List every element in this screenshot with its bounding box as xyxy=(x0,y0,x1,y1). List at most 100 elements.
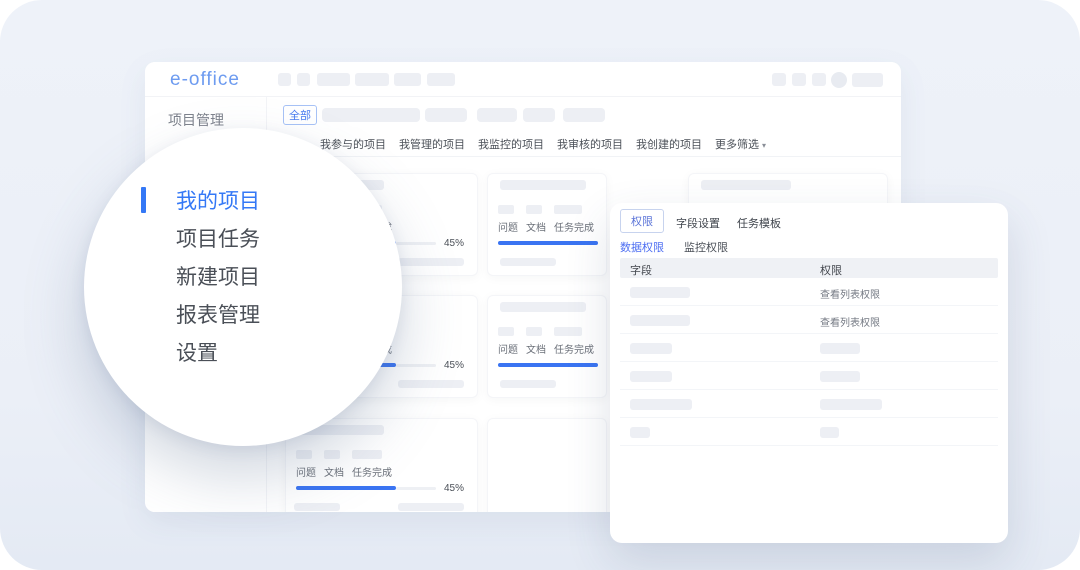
card-stats: 问题 文档 任务完成 xyxy=(498,327,594,356)
tab-my-monitored[interactable]: 我监控的项目 xyxy=(478,139,544,151)
progress-fill xyxy=(498,241,598,245)
stat-issues: 问题 xyxy=(296,450,316,479)
permission-placeholder xyxy=(820,399,882,410)
stat-count-placeholder xyxy=(498,327,514,336)
filter-placeholder xyxy=(477,108,517,122)
stat-label: 文档 xyxy=(526,223,546,234)
card-stats: 问题 文档 任务完成 xyxy=(296,450,392,479)
permissions-panel: 权限 字段设置 任务模板 数据权限 监控权限 字段 权限 查看列表权限 查看列表… xyxy=(610,203,1008,543)
header-nav-placeholder xyxy=(297,73,310,86)
progress-bar xyxy=(498,360,598,370)
card-stats: 问题 文档 任务完成 xyxy=(498,205,594,234)
stat-label: 文档 xyxy=(324,468,344,479)
card-footer-placeholder xyxy=(294,503,340,511)
sidebar-item-project-tasks[interactable]: 项目任务 xyxy=(141,219,260,257)
permission-value: 查看列表权限 xyxy=(820,318,880,329)
card-footer-placeholder xyxy=(398,258,464,266)
project-card-empty[interactable] xyxy=(487,418,607,512)
permission-placeholder xyxy=(820,371,860,382)
stat-count-placeholder xyxy=(526,327,542,336)
filter-placeholder xyxy=(425,108,467,122)
progress-track xyxy=(396,486,436,490)
subtab-monitor-permissions[interactable]: 监控权限 xyxy=(684,242,728,254)
tab-my-reviewed[interactable]: 我审核的项目 xyxy=(557,139,623,151)
tab-my-created[interactable]: 我创建的项目 xyxy=(636,139,702,151)
field-placeholder xyxy=(630,427,650,438)
stat-count-placeholder xyxy=(352,450,382,459)
sidebar-menu: 我的项目 项目任务 新建项目 报表管理 设置 xyxy=(141,181,260,371)
stat-count-placeholder xyxy=(526,205,542,214)
table-row xyxy=(620,362,998,390)
field-placeholder xyxy=(630,287,690,298)
chevron-down-icon: ▾ xyxy=(762,141,767,150)
progress-bar xyxy=(498,238,598,248)
filter-placeholder xyxy=(322,108,420,122)
sidebar-item-label: 设置 xyxy=(176,342,218,365)
column-header-field: 字段 xyxy=(630,265,652,277)
sidebar-item-my-projects[interactable]: 我的项目 xyxy=(141,181,260,219)
stat-label: 问题 xyxy=(498,223,518,234)
sidebar-item-label: 我的项目 xyxy=(176,190,260,213)
stat-docs: 文档 xyxy=(324,450,344,479)
more-filters-dropdown[interactable]: 更多筛选 ▾ xyxy=(715,136,766,152)
avatar[interactable] xyxy=(831,72,847,88)
sidebar-item-settings[interactable]: 设置 xyxy=(141,333,260,371)
progress-fill xyxy=(296,486,396,490)
magnifier-circle: 我的项目 项目任务 新建项目 报表管理 设置 xyxy=(84,128,402,446)
card-footer-placeholder xyxy=(398,503,464,511)
card-title-placeholder xyxy=(298,425,384,435)
progress-percent: 45% xyxy=(444,482,465,494)
stat-label: 任务完成 xyxy=(352,468,392,479)
field-placeholder xyxy=(630,315,690,326)
field-placeholder xyxy=(630,343,672,354)
project-card[interactable]: 问题 文档 任务完成 xyxy=(487,173,607,276)
project-card[interactable]: 问题 文档 任务完成 45% xyxy=(285,418,478,512)
sidebar-item-label: 报表管理 xyxy=(176,304,260,327)
stat-count-placeholder xyxy=(498,205,514,214)
active-indicator xyxy=(141,187,146,213)
header-nav-placeholder xyxy=(278,73,291,86)
tab-task-template[interactable]: 任务模板 xyxy=(737,218,781,230)
stat-label: 问题 xyxy=(498,345,518,356)
stat-count-placeholder xyxy=(554,205,582,214)
filter-placeholder xyxy=(563,108,605,122)
stat-label: 任务完成 xyxy=(554,345,594,356)
card-footer-placeholder xyxy=(398,380,464,388)
table-row: 查看列表权限 xyxy=(620,278,998,306)
header-nav-placeholder xyxy=(317,73,350,86)
tab-my-participated[interactable]: 我参与的项目 xyxy=(320,139,386,151)
permission-value: 查看列表权限 xyxy=(820,290,880,301)
progress-percent: 45% xyxy=(444,237,465,249)
project-card[interactable]: 问题 文档 任务完成 xyxy=(487,295,607,398)
table-row: 查看列表权限 xyxy=(620,306,998,334)
divider xyxy=(267,156,901,157)
tab-permissions[interactable]: 权限 xyxy=(620,209,664,233)
stat-label: 任务完成 xyxy=(554,223,594,234)
tab-my-managed[interactable]: 我管理的项目 xyxy=(399,139,465,151)
filter-all-button[interactable]: 全部 xyxy=(283,105,317,125)
progress-track xyxy=(396,363,436,367)
card-footer-placeholder xyxy=(500,258,556,266)
app-header: e-office xyxy=(145,62,901,97)
stat-tasks-done: 任务完成 xyxy=(352,450,392,479)
table-row xyxy=(620,390,998,418)
project-tabs: 我参与的项目 我管理的项目 我监控的项目 我审核的项目 我创建的项目 更多筛选 ▾ xyxy=(320,136,766,152)
progress-track xyxy=(396,241,436,245)
header-action-placeholder xyxy=(792,73,806,86)
tab-field-settings[interactable]: 字段设置 xyxy=(676,218,720,230)
stat-docs: 文档 xyxy=(526,205,546,234)
card-title-placeholder xyxy=(500,302,586,312)
stat-label: 文档 xyxy=(526,345,546,356)
sidebar-item-label: 新建项目 xyxy=(176,266,260,289)
card-footer-placeholder xyxy=(500,380,556,388)
stat-issues: 问题 xyxy=(498,327,518,356)
stat-tasks-done: 任务完成 xyxy=(554,327,594,356)
permission-placeholder xyxy=(820,427,839,438)
sidebar-item-new-project[interactable]: 新建项目 xyxy=(141,257,260,295)
progress-bar: 45% xyxy=(296,482,465,494)
sidebar-item-report-management[interactable]: 报表管理 xyxy=(141,295,260,333)
stat-count-placeholder xyxy=(296,450,312,459)
table-row xyxy=(620,334,998,362)
stat-count-placeholder xyxy=(554,327,582,336)
